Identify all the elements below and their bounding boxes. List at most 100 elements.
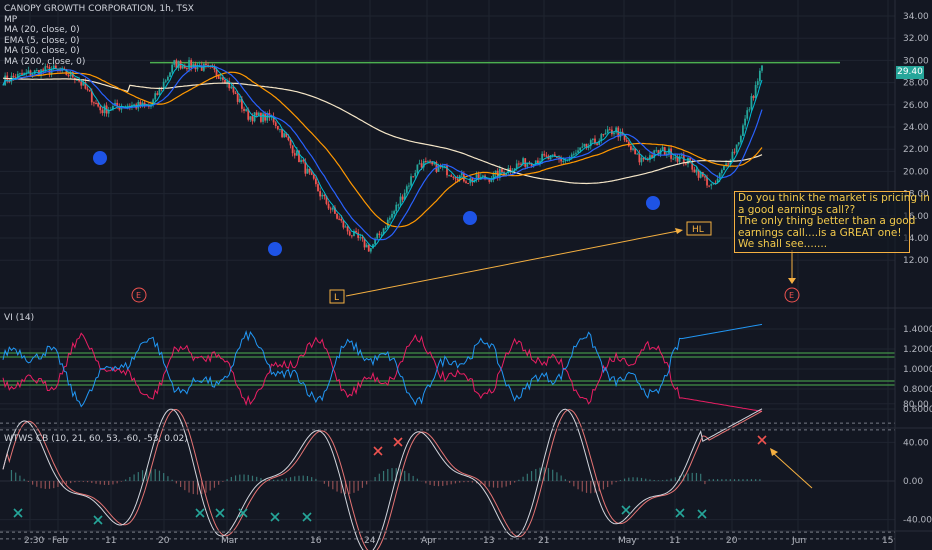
wt-legend[interactable]: WTWS CB (10, 21, 60, 53, -60, -53, 0.02): [4, 434, 188, 445]
candle-body: [21, 73, 23, 75]
time-tick-14: 15: [882, 536, 893, 546]
moving-averages: [2, 63, 763, 248]
candle-body: [585, 143, 588, 148]
vi-legend[interactable]: VI (14): [4, 313, 34, 324]
candle-body: [44, 66, 47, 72]
candle-body: [16, 73, 19, 79]
time-tick-8: 13: [483, 536, 494, 546]
candle-body: [446, 165, 448, 176]
time-axis[interactable]: 2:30 Feb 11 20 Mar 16 24 Apr 13 21 May 11 20 Jun 15: [24, 536, 893, 546]
wt-main-line: [2, 408, 763, 550]
candle-body: [534, 160, 537, 166]
vi-panel: [0, 323, 895, 412]
candle-body: [8, 81, 11, 83]
wt-oversold-cross-5: [270, 512, 280, 522]
candle-body: [331, 207, 334, 210]
wt-oversold-cross-0: [13, 508, 23, 518]
candle-body: [539, 161, 541, 164]
candle-body: [746, 110, 749, 119]
candle-body: [323, 194, 326, 197]
candle-body: [342, 220, 345, 228]
blue-dot-0: [93, 151, 107, 165]
vi-title[interactable]: VI (14): [4, 313, 35, 323]
candle-body: [530, 163, 533, 166]
candle-body: [395, 204, 398, 212]
candle-body: [175, 60, 178, 68]
candle-body: [23, 72, 26, 75]
candle-body: [325, 196, 328, 204]
candle-body: [494, 170, 497, 174]
candle-body: [477, 174, 480, 180]
candle-body: [564, 160, 567, 162]
annotation-note[interactable]: Do you think the market is pricing in a …: [734, 191, 930, 253]
wt-panel: [0, 408, 895, 550]
indicator-ma50[interactable]: MA (50, close, 0): [4, 46, 80, 56]
wt-oversold-cross-9: [697, 509, 707, 519]
candle-body: [346, 226, 349, 232]
candle-body: [93, 102, 95, 104]
candle-body: [228, 80, 231, 89]
wt-oversold-cross-4: [238, 508, 248, 518]
higher-low-label: HL: [692, 225, 704, 235]
candle-body: [524, 158, 527, 167]
candle-body: [224, 79, 226, 84]
candle-body: [236, 93, 239, 102]
candle-body: [65, 69, 68, 76]
candle-body: [118, 106, 121, 110]
indicator-ema5[interactable]: EMA (5, close, 0): [4, 35, 80, 46]
candle-body: [452, 176, 455, 178]
indicator-ma20[interactable]: MA (20, close, 0): [4, 25, 80, 35]
candle-body: [553, 154, 556, 157]
candle-body: [723, 165, 725, 171]
candle-body: [378, 233, 381, 235]
symbol-title[interactable]: CANOPY GROWTH CORPORATION, 1h, TSX: [4, 4, 194, 14]
price-tick-9: 16.00: [903, 212, 929, 222]
indicator-mp[interactable]: MP: [4, 14, 18, 25]
candle-body: [97, 103, 100, 107]
indicator-ma200[interactable]: MA (200, close, 0): [4, 56, 86, 67]
price-legend[interactable]: CANOPY GROWTH CORPORATION, 1h, TSX MP MA…: [4, 4, 194, 67]
candle-body: [27, 70, 30, 73]
candle-body: [367, 244, 370, 252]
trend-arrow-head: [675, 228, 683, 234]
candle-body: [40, 69, 42, 77]
candle-body: [536, 160, 539, 164]
note-line-1: Do you think the market is pricing in: [738, 192, 930, 204]
candle-body: [217, 75, 220, 79]
candle-body: [498, 169, 501, 178]
candle-body: [143, 102, 146, 106]
time-tick-6: 24: [364, 536, 376, 546]
candle-body: [35, 70, 38, 72]
price-tick-1: 32.00: [903, 34, 929, 44]
time-tick-0: 2:30: [24, 536, 44, 546]
candle-body: [116, 102, 119, 107]
time-tick-2: 11: [105, 536, 116, 546]
candle-body: [644, 158, 647, 160]
last-price-tag: 29.40: [896, 66, 924, 79]
candle-body: [95, 103, 97, 105]
candle-body: [369, 248, 372, 252]
candle-body: [171, 64, 174, 73]
candle-body: [357, 232, 360, 238]
candle-body: [716, 178, 719, 184]
time-tick-9: 21: [538, 536, 549, 546]
price-tick-11: 12.00: [903, 256, 929, 266]
candle-body: [183, 65, 186, 69]
candle-body: [687, 157, 689, 165]
candle-body: [327, 203, 330, 209]
candle-body: [583, 143, 586, 147]
blue-dot-3: [646, 196, 660, 210]
candle-body: [78, 79, 81, 82]
candle-body: [253, 112, 256, 122]
wt-title[interactable]: WTWS CB (10, 21, 60, 53, -60, -53, 0.02): [4, 434, 188, 444]
candle-body: [353, 230, 355, 236]
candle-body: [285, 133, 288, 138]
price-axes[interactable]: 34.00 32.00 30.00 28.00 26.00 24.00 22.00 20.00…: [903, 12, 932, 550]
wt-arrow-head: [770, 448, 778, 456]
candle-body: [632, 148, 634, 150]
candle-body: [482, 175, 484, 177]
candle-body: [465, 181, 467, 183]
candle-body: [718, 173, 721, 179]
